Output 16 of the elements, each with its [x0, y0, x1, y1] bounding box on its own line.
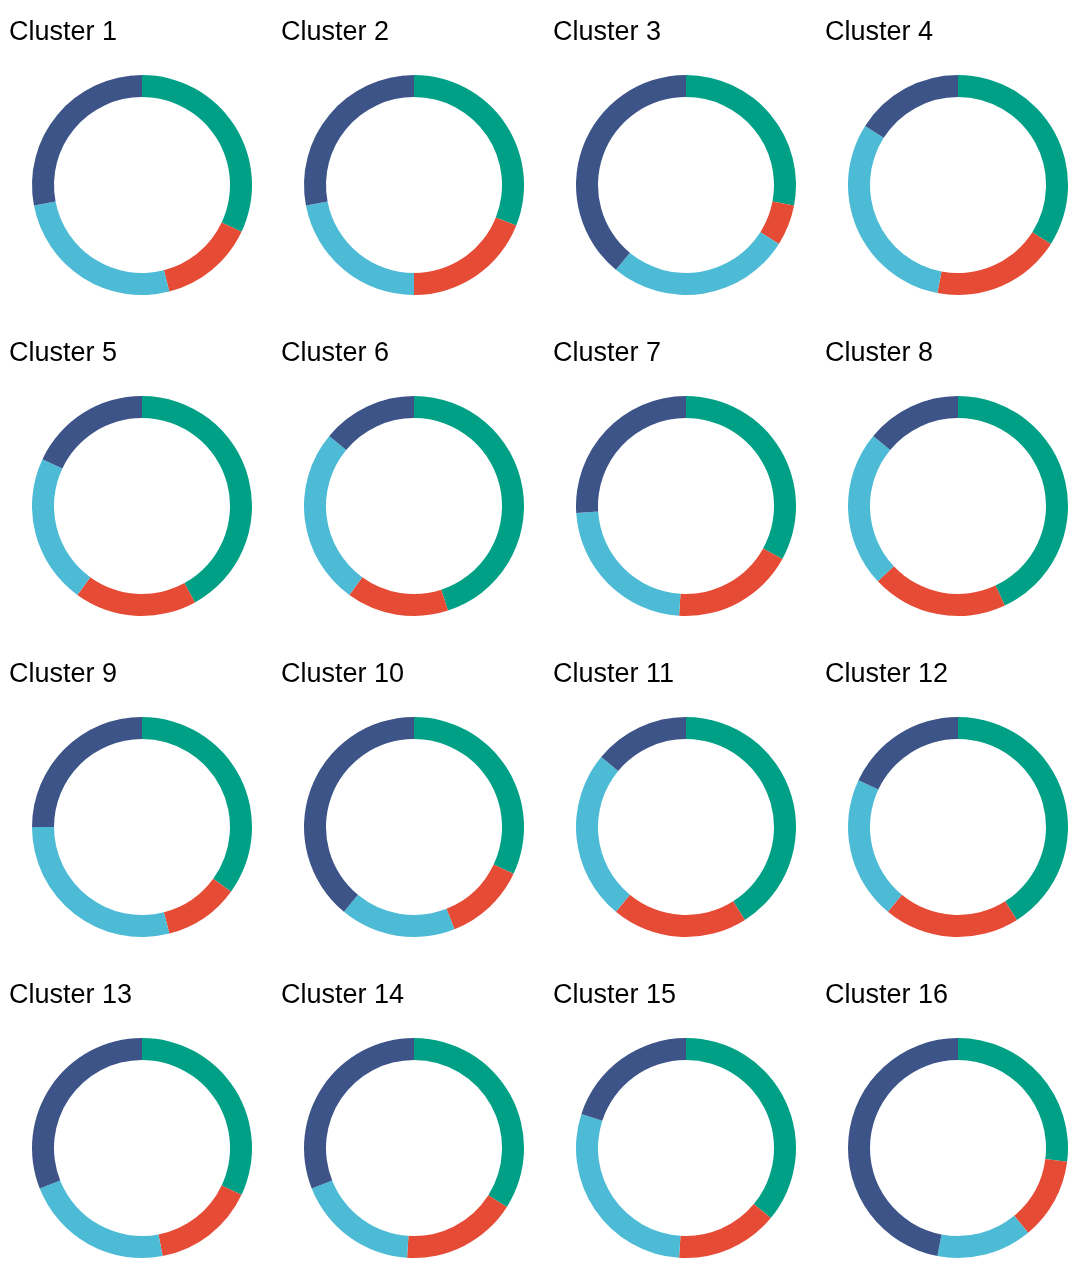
- chart-title: Cluster 2: [281, 15, 390, 46]
- chart-title: Cluster 16: [825, 978, 949, 1009]
- chart-title: Cluster 15: [553, 978, 677, 1009]
- chart-title: Cluster 12: [825, 657, 949, 688]
- chart-title: Cluster 9: [9, 657, 118, 688]
- chart-title: Cluster 14: [281, 978, 405, 1009]
- chart-title: Cluster 10: [281, 657, 405, 688]
- chart-title: Cluster 5: [9, 336, 118, 367]
- chart-title: Cluster 1: [9, 15, 118, 46]
- chart-title: Cluster 8: [825, 336, 934, 367]
- chart-title: Cluster 3: [553, 15, 662, 46]
- chart-title: Cluster 11: [553, 657, 675, 688]
- chart-title: Cluster 4: [825, 15, 934, 46]
- chart-title: Cluster 13: [9, 978, 133, 1009]
- chart-title: Cluster 7: [553, 336, 662, 367]
- chart-title: Cluster 6: [281, 336, 390, 367]
